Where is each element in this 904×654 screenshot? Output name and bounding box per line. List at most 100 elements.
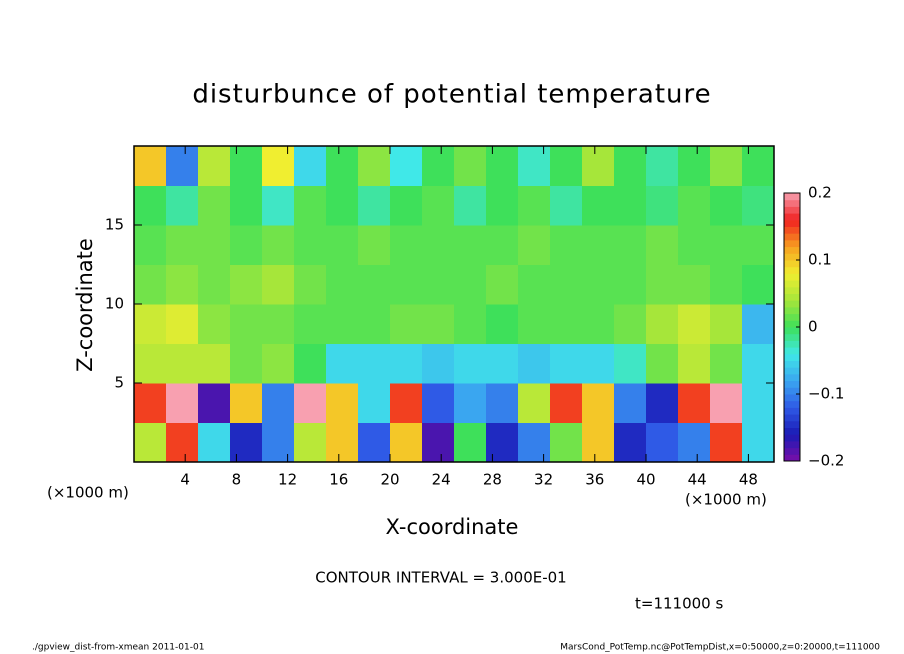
colorbar-segment	[784, 327, 800, 335]
colorbar-segment	[784, 394, 800, 402]
cell	[166, 225, 199, 265]
colorbar-segment	[784, 213, 800, 221]
colorbar-segment	[784, 313, 800, 321]
cell	[294, 146, 327, 186]
cell	[710, 343, 743, 384]
cell	[742, 185, 775, 226]
cell	[422, 225, 455, 265]
x-tick-label: 40	[636, 471, 655, 489]
cell	[518, 185, 551, 226]
x-axis-label: X-coordinate	[386, 515, 519, 539]
cell	[134, 383, 167, 423]
cell	[390, 343, 423, 384]
colorbar-tick-label: 0.2	[808, 184, 832, 202]
cell	[742, 146, 775, 186]
cell	[582, 422, 615, 463]
cell	[422, 304, 455, 344]
cell	[358, 146, 391, 186]
cell	[294, 185, 327, 226]
cell	[134, 264, 167, 305]
cell	[646, 343, 679, 384]
cell	[678, 146, 711, 186]
colorbar-segment	[784, 199, 800, 207]
y-tick-label: 10	[105, 295, 124, 313]
cell	[326, 304, 359, 344]
time-note: t=111000 s	[635, 595, 723, 613]
colorbar-segment	[784, 273, 800, 281]
cell	[454, 225, 487, 265]
colorbar-segment	[784, 300, 800, 308]
cell	[614, 304, 647, 344]
chart-title: disturbunce of potential temperature	[192, 80, 711, 110]
cell	[198, 225, 231, 265]
cell	[486, 146, 519, 186]
cell	[262, 264, 295, 305]
colorbar-tick-label: 0	[808, 318, 818, 336]
colorbar-segment	[784, 193, 800, 201]
cell	[134, 343, 167, 384]
colorbar-segment	[784, 266, 800, 274]
x-unit: (×1000 m)	[685, 491, 767, 509]
cell	[550, 304, 583, 344]
cell	[486, 304, 519, 344]
cell	[454, 422, 487, 463]
cell	[262, 185, 295, 226]
colorbar-tick-label: −0.2	[808, 452, 844, 470]
cell	[230, 225, 263, 265]
colorbar-segment	[784, 260, 800, 268]
cell	[710, 383, 743, 423]
cell	[742, 225, 775, 265]
cell	[198, 304, 231, 344]
x-tick-label: 48	[739, 471, 758, 489]
cell	[326, 225, 359, 265]
cell	[166, 304, 199, 344]
cell	[230, 343, 263, 384]
cell	[518, 264, 551, 305]
cell	[390, 264, 423, 305]
colorbar-segment	[784, 306, 800, 315]
cell	[198, 146, 231, 186]
x-tick-label: 32	[534, 471, 553, 489]
cell	[390, 225, 423, 265]
cell	[166, 343, 199, 384]
cell	[390, 422, 423, 463]
cell	[454, 383, 487, 423]
cell	[550, 383, 583, 423]
cell	[262, 225, 295, 265]
cell	[582, 225, 615, 265]
cell	[422, 264, 455, 305]
cell	[134, 304, 167, 344]
colorbar-segment	[784, 373, 800, 382]
colorbar-segment	[784, 320, 800, 328]
cell	[646, 185, 679, 226]
cell	[390, 383, 423, 423]
colorbar-segment	[784, 226, 800, 234]
cell	[358, 185, 391, 226]
y-unit: (×1000 m)	[47, 484, 129, 502]
cell	[710, 422, 743, 463]
x-tick-label: 24	[432, 471, 451, 489]
cell	[230, 383, 263, 423]
cell	[646, 264, 679, 305]
cell	[294, 304, 327, 344]
cell	[646, 383, 679, 423]
field	[134, 146, 775, 463]
cell	[646, 225, 679, 265]
cell	[262, 343, 295, 384]
colorbar-segment	[784, 400, 800, 408]
cell	[134, 422, 167, 463]
cell	[646, 304, 679, 344]
cell	[358, 264, 391, 305]
cell	[582, 343, 615, 384]
cell	[614, 185, 647, 226]
cell	[134, 185, 167, 226]
cell	[358, 343, 391, 384]
footer-left: ./gpview_dist-from-xmean 2011-01-01	[32, 643, 204, 653]
cell	[166, 383, 199, 423]
colorbar-segment	[784, 414, 800, 422]
cell	[198, 383, 231, 423]
colorbar-segment	[784, 440, 800, 449]
colorbar-segment	[784, 219, 800, 227]
